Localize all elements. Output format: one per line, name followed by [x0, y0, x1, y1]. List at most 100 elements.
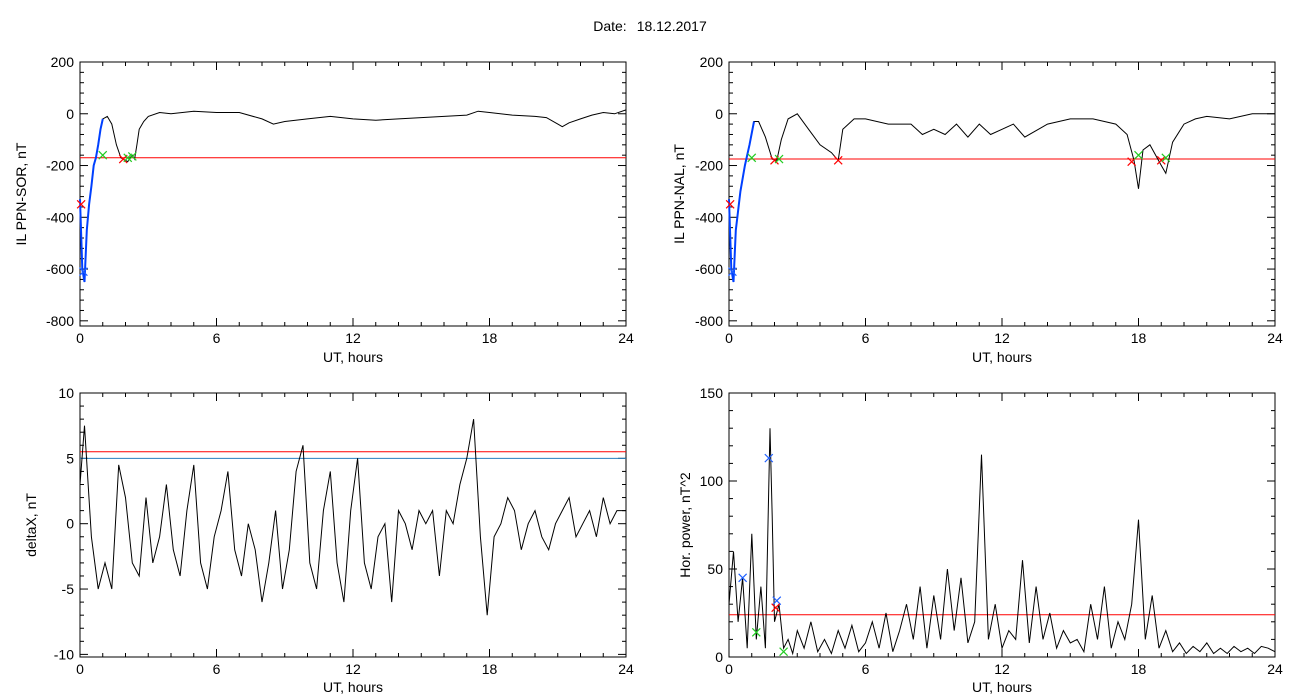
ticks	[79, 61, 627, 326]
marker-green	[127, 152, 137, 161]
marker-red	[1156, 155, 1166, 165]
x-tick-label: 6	[862, 661, 870, 677]
marker-green	[1161, 153, 1171, 163]
y-tick-label: 0	[66, 106, 74, 122]
marker-red	[833, 155, 843, 165]
x-tick-label: 12	[994, 661, 1010, 677]
marker-green	[751, 627, 761, 637]
marker-green	[779, 647, 789, 657]
marker-red	[76, 199, 86, 209]
highlight-segment	[79, 118, 104, 283]
x-axis-label: UT, hours	[972, 349, 1032, 365]
y-tick-label: 200	[51, 54, 75, 70]
marker-green	[98, 150, 108, 160]
marker-blue	[772, 596, 782, 606]
y-tick-label: 0	[66, 516, 74, 532]
x-tick-label: 18	[1131, 661, 1147, 677]
marker-blue	[738, 573, 748, 583]
event-markers	[725, 150, 1171, 277]
event-markers	[76, 150, 137, 277]
y-tick-label: -400	[46, 209, 74, 225]
x-tick-label: 6	[213, 330, 221, 346]
data-series	[728, 113, 1275, 283]
tick-labels: 0 6 12 18 24 200 0 -200 -400 -600 -800	[695, 54, 1283, 346]
series-line	[79, 419, 626, 616]
plot-frame	[728, 392, 1276, 658]
y-tick-label: 10	[58, 385, 74, 401]
panel-il-ppn-nal: 0 6 12 18 24 200 0 -200 -400 -600 -800 UT, hours I…	[671, 54, 1283, 365]
x-axis-label: UT, hours	[323, 349, 383, 365]
series-line	[79, 109, 627, 283]
x-tick-label: 24	[1267, 330, 1283, 346]
x-tick-label: 0	[725, 330, 733, 346]
marker-blue	[78, 267, 88, 277]
tick-labels: 0 6 12 18 24 10 5 0 -5 -10	[54, 385, 634, 677]
event-markers	[738, 453, 789, 657]
y-tick-label: -600	[695, 261, 723, 277]
x-axis-label: UT, hours	[323, 679, 383, 695]
y-tick-label: -800	[46, 313, 74, 329]
marker-green	[774, 154, 784, 164]
threshold-lines	[80, 451, 626, 459]
series-line	[728, 428, 1276, 656]
panel-deltax: 0 6 12 18 24 10 5 0 -5 -10 UT, hours deltaX, nT	[23, 385, 634, 695]
x-tick-label: 18	[482, 661, 498, 677]
ticks	[728, 61, 1276, 326]
y-tick-label: -800	[695, 313, 723, 329]
x-axis-label: UT, hours	[972, 679, 1032, 695]
y-axis-label: Hor. power, nT^2	[677, 472, 693, 578]
marker-red	[725, 199, 735, 209]
data-series	[79, 419, 626, 616]
y-axis-label: IL PPN-NAL, nT	[671, 144, 687, 244]
plot-frame	[728, 61, 1276, 327]
x-tick-label: 18	[1131, 330, 1147, 346]
page-title: Date: 18.12.2017	[0, 18, 1300, 34]
x-tick-label: 0	[76, 661, 84, 677]
tick-labels: 0 6 12 18 24 200 0 -200 -400 -600 -800	[46, 54, 634, 346]
x-tick-label: 24	[618, 330, 634, 346]
series-line	[728, 113, 1275, 283]
y-tick-label: 5	[66, 450, 74, 466]
y-axis-label: IL PPN-SOR, nT	[13, 142, 29, 245]
y-tick-label: -10	[54, 646, 74, 662]
marker-blue	[764, 453, 774, 463]
y-tick-label: -200	[695, 158, 723, 174]
data-series	[79, 109, 627, 283]
y-tick-label: 0	[715, 106, 723, 122]
x-tick-label: 12	[345, 661, 361, 677]
tick-labels: 0 6 12 18 24 150 100 50 0	[700, 385, 1283, 677]
date-value: 18.12.2017	[636, 18, 707, 34]
y-tick-label: 100	[700, 473, 724, 489]
x-tick-label: 12	[994, 330, 1010, 346]
y-axis-label: deltaX, nT	[23, 493, 39, 557]
data-series	[728, 428, 1276, 656]
panel-il-ppn-sor: 0 6 12 18 24 200 0 -200 -400 -600 -800 UT, hours I…	[13, 54, 634, 365]
plot-frame	[79, 61, 627, 327]
x-tick-label: 18	[482, 330, 498, 346]
x-tick-label: 24	[618, 661, 634, 677]
y-tick-label: 0	[715, 649, 723, 665]
y-tick-label: 50	[707, 561, 723, 577]
ticks	[79, 392, 627, 657]
marker-green	[747, 153, 757, 163]
y-tick-label: -400	[695, 209, 723, 225]
x-tick-label: 6	[213, 661, 221, 677]
y-tick-label: -600	[46, 261, 74, 277]
y-tick-label: 200	[700, 54, 724, 70]
marker-green	[1134, 150, 1143, 160]
x-tick-label: 0	[725, 661, 733, 677]
ticks	[728, 392, 1276, 658]
panel-hor-power: 0 6 12 18 24 150 100 50 0 UT, hours Hor. power, …	[677, 385, 1283, 695]
x-tick-label: 6	[862, 330, 870, 346]
marker-red	[771, 603, 781, 613]
date-label: Date:	[593, 18, 627, 34]
y-tick-label: -5	[62, 581, 75, 597]
x-tick-label: 24	[1267, 661, 1283, 677]
y-tick-label: -200	[46, 158, 74, 174]
plot-frame	[79, 392, 627, 658]
x-tick-label: 0	[76, 330, 84, 346]
y-tick-label: 150	[700, 385, 724, 401]
x-tick-label: 12	[345, 330, 361, 346]
marker-blue	[727, 267, 737, 277]
